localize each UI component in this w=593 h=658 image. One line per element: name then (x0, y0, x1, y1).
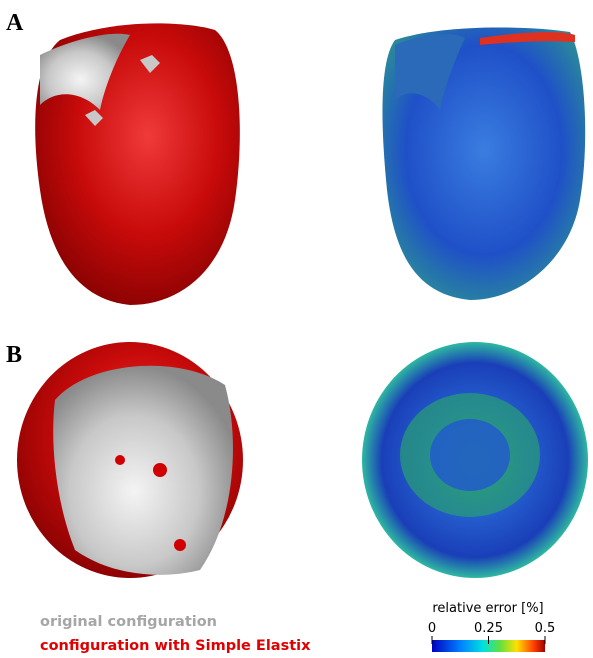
legend-item: configuration with Simple Elastix (40, 638, 311, 654)
colorbar-tick-label: 0.5 (535, 621, 556, 636)
legend-item: original configuration (40, 614, 217, 630)
heart-red-side (35, 23, 240, 305)
heart-error-side (382, 27, 586, 300)
heart-red-base (17, 342, 243, 578)
colorbar-tick-label: 0.25 (474, 621, 503, 636)
panel-label: A (6, 10, 24, 36)
colorbar-tick-label: 0 (428, 621, 436, 636)
colorbar: relative error [%] 0 0.25 0.5 (428, 601, 555, 652)
panel-label: B (6, 342, 22, 368)
colorbar-title: relative error [%] (432, 601, 543, 616)
heart-error-base (362, 342, 588, 578)
colorbar-ramp (432, 640, 545, 652)
